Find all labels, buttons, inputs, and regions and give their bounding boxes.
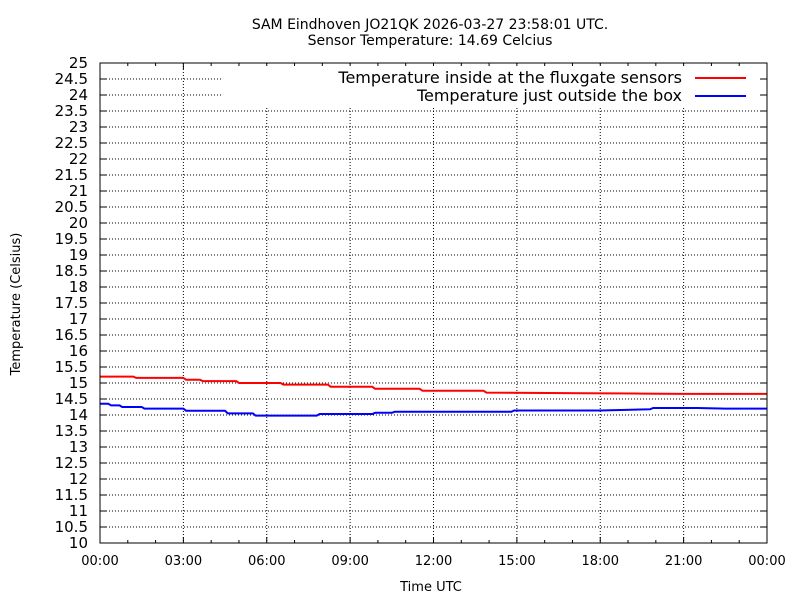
y-tick-label: 22 <box>69 150 88 168</box>
y-tick-label: 16 <box>69 342 88 360</box>
y-tick-label: 19 <box>69 246 88 264</box>
y-tick-label: 14 <box>69 406 88 424</box>
y-axis-label: Temperature (Celsius) <box>9 233 24 377</box>
chart-title: SAM Eindhoven JO21QK 2026-03-27 23:58:01… <box>252 17 608 33</box>
x-axis-ticks: 00:00 03:00 06:00 09:00 12:00 15:00 18:00 21:00… <box>81 63 786 569</box>
series-line-inside <box>100 375 767 395</box>
y-tick-label: 15.5 <box>55 358 88 376</box>
y-tick-label: 24.5 <box>55 70 88 88</box>
x-tick-label: 12:00 <box>415 554 452 569</box>
y-tick-label: 13.5 <box>55 422 88 440</box>
series-line-outside <box>100 402 767 417</box>
x-tick-label: 21:00 <box>665 554 702 569</box>
y-tick-label: 17 <box>69 310 88 328</box>
y-tick-label: 18.5 <box>55 262 88 280</box>
legend-background <box>222 66 760 106</box>
y-tick-label: 14.5 <box>55 390 88 408</box>
plot-lines <box>100 375 767 417</box>
legend-label-inside: Temperature inside at the fluxgate senso… <box>337 68 682 87</box>
x-tick-label: 18:00 <box>582 554 619 569</box>
y-tick-label: 21.5 <box>55 166 88 184</box>
y-tick-label: 24 <box>69 86 88 104</box>
y-tick-label: 20 <box>69 214 88 232</box>
y-tick-label: 10 <box>69 534 88 552</box>
y-tick-label: 25 <box>69 54 88 72</box>
y-tick-label: 10.5 <box>55 518 88 536</box>
y-tick-label: 17.5 <box>55 294 88 312</box>
legend-label-outside: Temperature just outside the box <box>416 86 682 105</box>
x-axis-label: Time UTC <box>399 580 462 595</box>
chart-subtitle: Sensor Temperature: 14.69 Celcius <box>308 33 553 49</box>
y-tick-label: 20.5 <box>55 198 88 216</box>
legend: Temperature inside at the fluxgate senso… <box>222 66 760 106</box>
x-tick-label: 03:00 <box>165 554 202 569</box>
y-tick-label: 11 <box>69 502 88 520</box>
y-tick-label: 13 <box>69 438 88 456</box>
y-axis-ticks: 1010.51111.51212.51313.51414.51515.51616… <box>55 54 767 552</box>
x-tick-label: 00:00 <box>748 554 785 569</box>
y-tick-label: 19.5 <box>55 230 88 248</box>
y-tick-label: 12 <box>69 470 88 488</box>
y-tick-label: 12.5 <box>55 454 88 472</box>
x-tick-label: 00:00 <box>81 554 118 569</box>
y-tick-label: 16.5 <box>55 326 88 344</box>
y-tick-label: 18 <box>69 278 88 296</box>
grid <box>100 63 767 543</box>
y-tick-label: 15 <box>69 374 88 392</box>
y-tick-label: 22.5 <box>55 134 88 152</box>
y-tick-label: 23.5 <box>55 102 88 120</box>
y-tick-label: 23 <box>69 118 88 136</box>
x-tick-label: 06:00 <box>248 554 285 569</box>
x-tick-label: 15:00 <box>498 554 535 569</box>
y-tick-label: 21 <box>69 182 88 200</box>
x-tick-label: 09:00 <box>331 554 368 569</box>
y-tick-label: 11.5 <box>55 486 88 504</box>
